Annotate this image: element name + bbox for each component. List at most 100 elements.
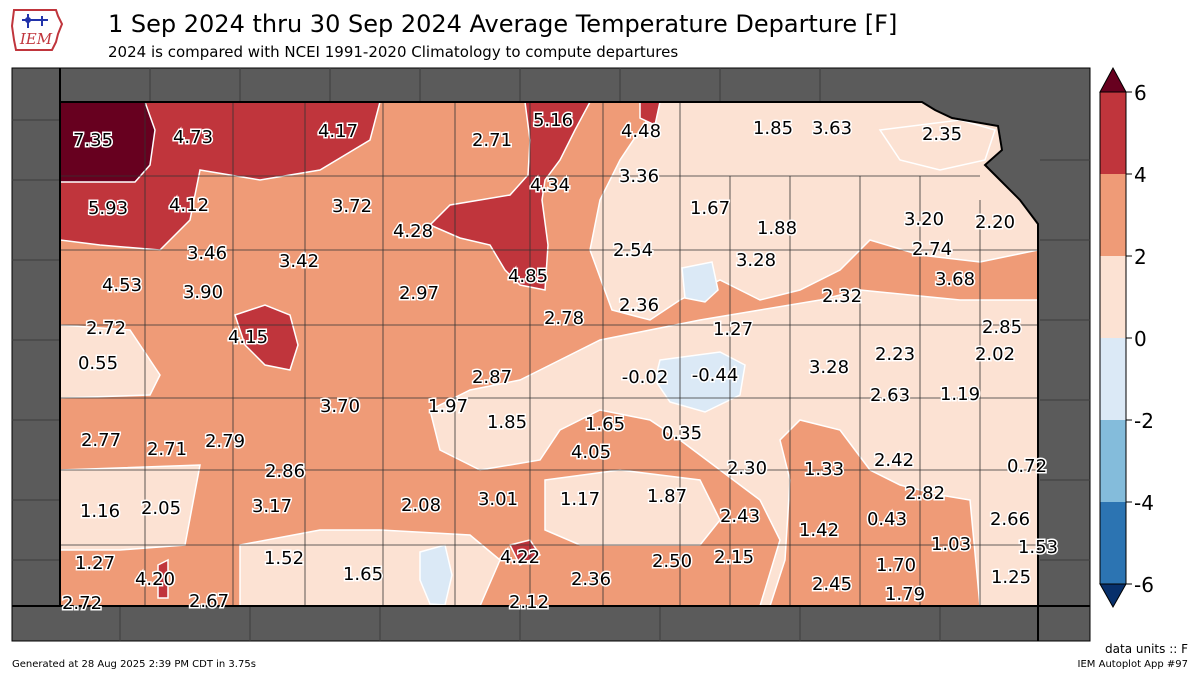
- station-value-label: 3.17: [252, 496, 292, 517]
- station-value-label: 2.32: [822, 286, 862, 307]
- station-value-label: 2.71: [147, 439, 187, 460]
- station-value-label: 1.42: [799, 520, 839, 541]
- station-value-label: 2.02: [975, 344, 1015, 365]
- station-value-label: 3.72: [332, 196, 372, 217]
- station-value-label: 1.85: [753, 118, 793, 139]
- iem-logo: IEM: [8, 6, 64, 62]
- station-value-label: 1.85: [487, 412, 527, 433]
- neighbor-county-lines: [12, 68, 1090, 641]
- station-value-label: 2.86: [265, 461, 305, 482]
- station-value-label: 3.70: [320, 396, 360, 417]
- colorbar-tick-label: -2: [1134, 409, 1154, 433]
- map-subtitle: 2024 is compared with NCEI 1991-2020 Cli…: [108, 43, 679, 61]
- station-value-label: 4.20: [135, 569, 175, 590]
- value-labels: 7.35 4.73 4.17 2.71 5.16 4.48 1.85 3.63 2.35 5.93…: [60, 109, 1059, 616]
- station-value-label: 2.54: [613, 240, 653, 261]
- station-value-label: 1.25: [991, 567, 1031, 588]
- station-value-label: 3.46: [187, 243, 227, 264]
- station-value-label: 2.20: [975, 212, 1015, 233]
- station-value-label: 1.53: [1018, 537, 1058, 558]
- station-value-label: 2.35: [922, 124, 962, 145]
- state-outline: [59, 101, 1039, 607]
- station-value-label: 1.87: [647, 486, 687, 507]
- data-units-label: data units :: F: [1105, 642, 1188, 656]
- station-value-label: 1.70: [876, 555, 916, 576]
- station-value-label: 4.34: [530, 175, 570, 196]
- station-value-label: 2.72: [62, 593, 102, 614]
- station-value-label: 3.01: [478, 489, 518, 510]
- station-value-label: 2.12: [509, 592, 549, 613]
- station-value-label: 2.72: [86, 318, 126, 339]
- map-title: 1 Sep 2024 thru 30 Sep 2024 Average Temp…: [108, 10, 898, 38]
- station-value-label: 4.17: [318, 121, 358, 142]
- app-label: IEM Autoplot App #97: [1077, 659, 1188, 670]
- station-value-label: 2.15: [714, 547, 754, 568]
- station-value-label: 2.05: [141, 498, 181, 519]
- station-value-label: 4.53: [102, 275, 142, 296]
- colorbar-extend-low: [1099, 583, 1127, 609]
- station-value-label: 4.22: [500, 547, 540, 568]
- station-value-label: 2.45: [812, 574, 852, 595]
- station-value-label: 2.50: [652, 551, 692, 572]
- station-value-label: 1.79: [885, 584, 925, 605]
- station-value-label: 3.90: [183, 282, 223, 303]
- station-value-label: 3.28: [809, 357, 849, 378]
- station-value-label: 2.67: [189, 591, 229, 612]
- station-value-label: 2.36: [619, 295, 659, 316]
- colorbar: 6 4 2 0 -2 -4 -6: [1099, 66, 1154, 609]
- station-value-label: 1.65: [585, 414, 625, 435]
- station-value-label: 0.43: [867, 509, 907, 530]
- colorbar-extend-high: [1099, 66, 1127, 93]
- station-value-label: 4.05: [571, 442, 611, 463]
- colorbar-tick-label: -6: [1134, 573, 1154, 597]
- station-value-label: 5.16: [533, 110, 573, 131]
- station-value-label: 5.93: [88, 198, 128, 219]
- station-value-label: 1.67: [690, 198, 730, 219]
- colorbar-tick-label: -4: [1134, 491, 1154, 515]
- station-value-label: 2.79: [205, 431, 245, 452]
- colorbar-bin: [1100, 420, 1126, 502]
- colorbar-bin: [1100, 92, 1126, 174]
- colorbar-tick-label: 0: [1134, 327, 1147, 351]
- station-value-label: 3.20: [904, 209, 944, 230]
- station-value-label: 4.12: [169, 195, 209, 216]
- station-value-label: 1.52: [264, 548, 304, 569]
- station-value-label: 3.28: [736, 250, 776, 271]
- station-value-label: 1.33: [804, 459, 844, 480]
- station-value-label: 4.48: [621, 121, 661, 142]
- station-value-label: 2.71: [472, 130, 512, 151]
- station-value-label: 3.42: [279, 251, 319, 272]
- station-value-label: 2.97: [399, 283, 439, 304]
- colorbar-tick-label: 2: [1134, 245, 1147, 269]
- colorbar-bin: [1100, 502, 1126, 584]
- station-value-label: 1.88: [757, 218, 797, 239]
- county-lines: [60, 102, 1038, 606]
- station-value-label: 0.55: [78, 353, 118, 374]
- station-value-label: 2.78: [544, 308, 584, 329]
- station-value-label: 2.42: [874, 450, 914, 471]
- station-value-label: 1.03: [931, 534, 971, 555]
- station-value-label: 3.36: [619, 166, 659, 187]
- station-value-label: 1.16: [80, 501, 120, 522]
- station-value-label: 7.35: [73, 130, 113, 151]
- colorbar-bin: [1100, 256, 1126, 338]
- colorbar-tick-label: 4: [1134, 163, 1147, 187]
- station-value-label: 3.63: [812, 118, 852, 139]
- station-value-label: 1.27: [713, 319, 753, 340]
- station-value-label: 4.73: [173, 127, 213, 148]
- station-value-label: 4.15: [228, 327, 268, 348]
- station-value-label: 2.74: [912, 239, 952, 260]
- station-value-label: 2.66: [990, 509, 1030, 530]
- station-value-label: 1.97: [428, 396, 468, 417]
- station-value-label: 1.19: [940, 384, 980, 405]
- logo-text: IEM: [19, 30, 53, 48]
- station-value-label: 2.85: [982, 317, 1022, 338]
- station-value-label: 2.77: [81, 430, 121, 451]
- colorbar-tick-label: 6: [1134, 81, 1147, 105]
- station-value-label: 0.72: [1007, 456, 1047, 477]
- station-value-label: 2.87: [472, 367, 512, 388]
- generated-timestamp: Generated at 28 Aug 2025 2:39 PM CDT in …: [12, 659, 256, 670]
- station-value-label: 1.27: [75, 553, 115, 574]
- station-value-label: 3.68: [935, 269, 975, 290]
